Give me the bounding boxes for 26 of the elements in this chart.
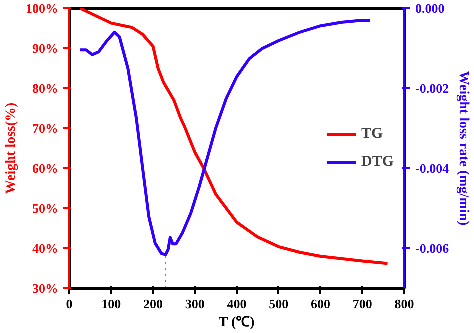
y2-tick-label: -0.002 xyxy=(416,81,450,96)
y-tick-label: 70% xyxy=(32,121,58,136)
x-tick-label: 400 xyxy=(227,296,247,312)
legend-label: DTG xyxy=(361,154,394,170)
y-tick-label: 40% xyxy=(32,241,58,256)
y-tick-label: 30% xyxy=(32,281,58,296)
legend-label: TG xyxy=(361,126,384,142)
y-tick-label: 100% xyxy=(26,1,58,16)
y2-axis-title: Weight loss rate (mg/min) xyxy=(456,71,472,226)
y-tick-label: 60% xyxy=(32,161,58,176)
y2-tick-label: 0.000 xyxy=(416,1,445,16)
y-axis-title: Weight loss(%) xyxy=(4,102,19,194)
x-axis-title: T (℃) xyxy=(218,316,256,330)
y-tick-label: 80% xyxy=(32,81,58,96)
x-tick-label: 600 xyxy=(311,296,330,312)
x-tick-label: 500 xyxy=(269,296,289,312)
x-tick-label: 700 xyxy=(352,296,372,312)
y-tick-label: 90% xyxy=(32,41,58,56)
x-tick-label: 300 xyxy=(185,296,205,312)
y2-tick-label: -0.004 xyxy=(416,161,450,176)
x-tick-label: 800 xyxy=(394,296,414,312)
x-tick-label: 100 xyxy=(102,296,122,312)
y2-tick-label: -0.006 xyxy=(416,241,450,256)
y-tick-label: 50% xyxy=(32,201,58,216)
x-tick-label: 0 xyxy=(66,296,73,312)
x-tick-label: 200 xyxy=(144,296,163,312)
